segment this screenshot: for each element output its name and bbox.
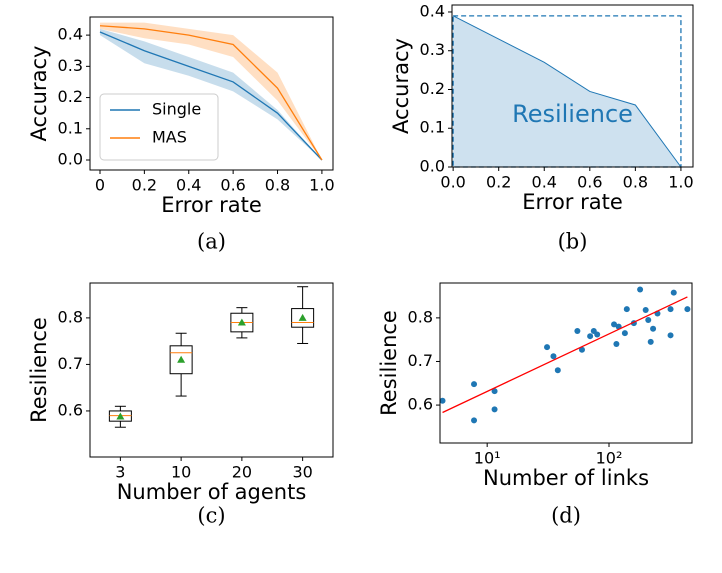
- legend-label: MAS: [152, 128, 187, 147]
- mean-marker: [237, 318, 246, 326]
- caption: (c): [197, 504, 225, 528]
- y-tick-label: 0.8: [58, 307, 83, 326]
- y-tick-label: 0.0: [58, 150, 83, 169]
- x-tick-label: 0.8: [623, 173, 648, 192]
- confidence-band: [99, 22, 322, 161]
- point: [491, 406, 498, 413]
- y-tick-label: 0.8: [408, 307, 433, 326]
- mean-marker: [298, 313, 307, 321]
- point: [642, 307, 649, 314]
- y-tick-label: 0.6: [58, 400, 83, 419]
- caption: (b): [558, 230, 588, 254]
- point: [621, 330, 628, 337]
- point: [578, 346, 585, 353]
- point: [645, 317, 652, 324]
- x-tick-label: 0.4: [176, 176, 201, 195]
- x-tick-label: 1.0: [309, 176, 334, 195]
- y-tick-label: 0.2: [420, 79, 445, 98]
- x-axis-title: Error rate: [161, 193, 262, 217]
- x-tick-label: 0.4: [532, 173, 557, 192]
- y-tick-label: 0.4: [420, 1, 445, 20]
- point: [667, 332, 674, 339]
- x-tick-label: 0.6: [220, 176, 245, 195]
- point: [574, 327, 581, 334]
- x-tick-label: 3: [115, 463, 125, 482]
- y-tick-label: 0.2: [58, 87, 83, 106]
- y-tick-label: 0.3: [58, 56, 83, 75]
- y-axis-title: Accuracy: [389, 38, 413, 134]
- line: [99, 31, 323, 161]
- point: [637, 286, 644, 293]
- x-tick-label: 0.2: [132, 176, 157, 195]
- y-tick-label: 0.0: [420, 157, 445, 176]
- point: [670, 289, 677, 296]
- x-tick-label: 10: [171, 463, 191, 482]
- y-tick-label: 0.1: [58, 118, 83, 137]
- legend-label: Single: [152, 100, 201, 119]
- x-axis-title: Number of links: [483, 466, 649, 490]
- x-tick-label: 0.8: [265, 176, 290, 195]
- axes-frame: [89, 16, 334, 171]
- mean-marker: [116, 412, 125, 420]
- point: [471, 417, 478, 424]
- point: [491, 388, 498, 395]
- caption: (a): [197, 230, 226, 254]
- caption: (d): [551, 504, 581, 528]
- y-tick-label: 0.1: [420, 118, 445, 137]
- box: [291, 308, 315, 328]
- y-tick-label: 0.7: [408, 351, 433, 370]
- point: [684, 306, 691, 313]
- point: [550, 353, 557, 360]
- axes-frame: [89, 282, 334, 458]
- x-axis-title: Error rate: [522, 190, 623, 214]
- point: [471, 381, 478, 388]
- fit-line: [442, 296, 688, 414]
- x-tick-label: 0.0: [440, 173, 465, 192]
- y-tick-label: 0.4: [58, 25, 83, 44]
- point: [544, 344, 551, 351]
- point: [611, 321, 618, 328]
- axes-frame: [439, 282, 693, 444]
- x-tick-label: 0.6: [577, 173, 602, 192]
- y-tick-label: 0.3: [420, 40, 445, 59]
- axes-frame: [451, 4, 694, 168]
- line: [452, 15, 682, 168]
- point: [554, 367, 561, 374]
- y-tick-label: 0.6: [408, 395, 433, 414]
- x-tick-label: 1.0: [668, 173, 693, 192]
- y-axis-title: Accuracy: [27, 46, 51, 142]
- point: [650, 325, 657, 332]
- y-tick-label: 0.7: [58, 354, 83, 373]
- annotation: Resilience: [512, 100, 633, 128]
- mean-marker: [177, 355, 186, 363]
- x-tick-label: 30: [292, 463, 312, 482]
- confidence-band: [99, 28, 322, 161]
- point: [667, 306, 674, 313]
- x-tick-label: 10¹: [474, 449, 501, 468]
- point: [594, 331, 601, 338]
- point: [439, 397, 446, 404]
- y-axis-title: Resilience: [27, 317, 51, 423]
- x-tick-label: 0: [95, 176, 105, 195]
- x-tick-label: 20: [232, 463, 252, 482]
- area: [453, 15, 681, 168]
- line: [99, 25, 323, 161]
- point: [613, 341, 620, 348]
- x-axis-title: Number of agents: [117, 480, 307, 504]
- point: [587, 333, 594, 340]
- y-axis-title: Resilience: [377, 310, 401, 416]
- box: [169, 345, 193, 375]
- x-tick-label: 10²: [596, 449, 623, 468]
- point: [647, 338, 654, 345]
- x-tick-label: 0.2: [486, 173, 511, 192]
- point: [623, 306, 630, 313]
